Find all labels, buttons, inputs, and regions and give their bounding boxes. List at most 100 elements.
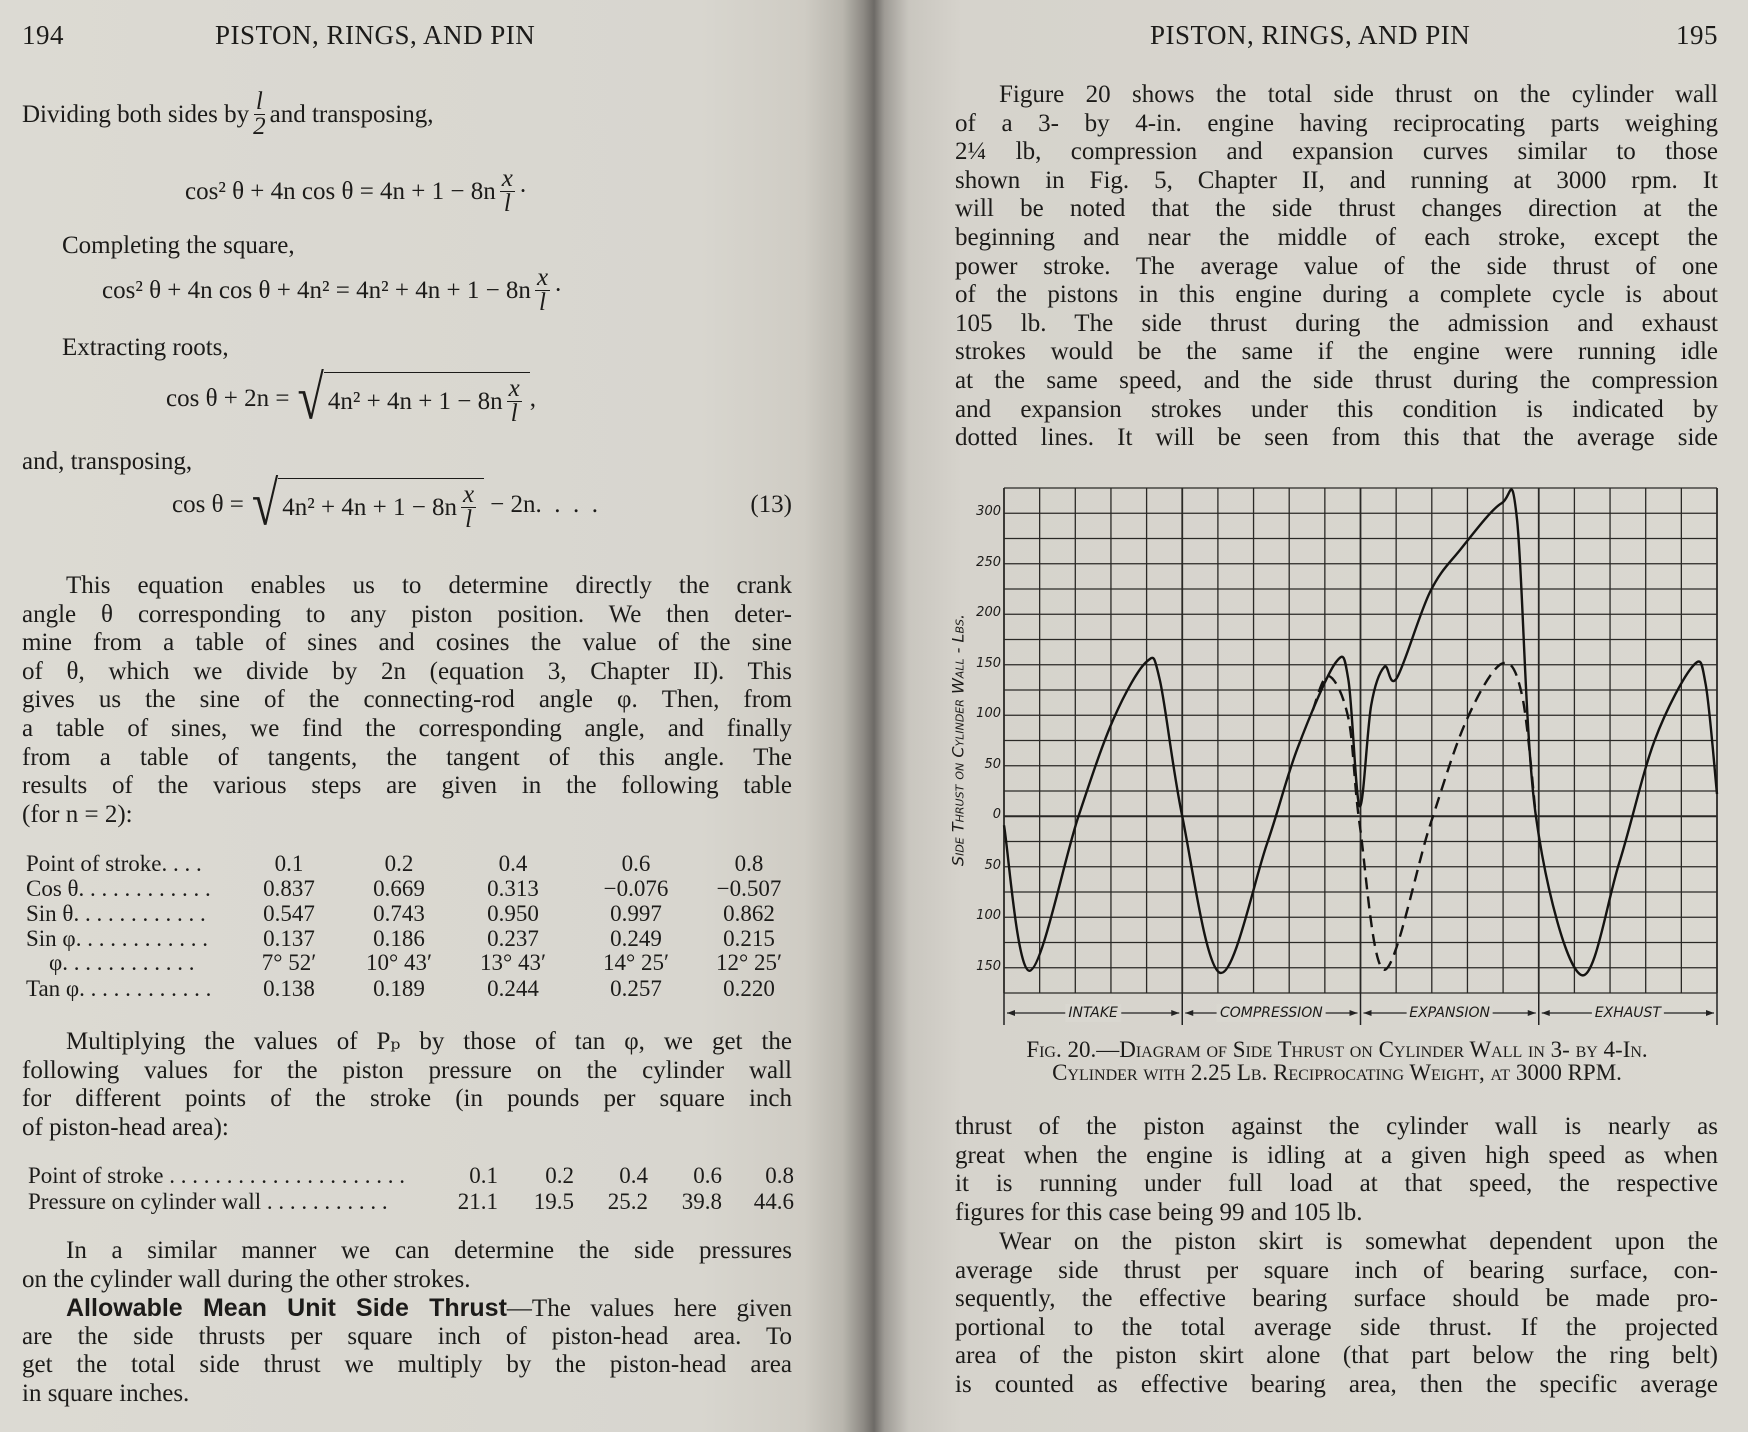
- table-cell: −0.507: [716, 876, 782, 901]
- text-line: figures for this case being 99 and 105 l…: [955, 1198, 1363, 1226]
- page-number-right: 195: [1676, 20, 1718, 50]
- table-cell: 44.6: [753, 1189, 794, 1214]
- text-line: of the pistons in this engine during a c…: [955, 281, 1718, 309]
- text-line: at the same speed, and the side thrust d…: [955, 366, 1718, 394]
- text-line: area of the piston skirt alone (that par…: [955, 1342, 1718, 1370]
- text-line: and expansion strokes under this conditi…: [955, 395, 1718, 423]
- table-row: Cos θ. . . . . . . . . . . . 0.837 0.669 0.…: [0, 876, 1748, 902]
- text-line: 2¼ lb, compression and expansion curves …: [955, 138, 1718, 166]
- table-cell: 0.4: [619, 1163, 648, 1188]
- equation-3: cos θ + 2n = √ 4n² + 4n + 1 − 8n x l ,: [166, 363, 536, 433]
- table-cell: 0.189: [373, 976, 425, 1001]
- arrowhead-icon: [1185, 1010, 1194, 1016]
- radicand-text: 4n² + 4n + 1 − 8n: [327, 387, 503, 415]
- row-label: Pressure on cylinder wall . . . . . . . …: [28, 1189, 388, 1214]
- y-axis-title: Side Thrust on Cylinder Wall - Lbs.: [948, 613, 968, 867]
- text-line: This equation enables us to determine di…: [66, 572, 792, 599]
- text-line: for different points of the stroke (in p…: [22, 1085, 792, 1113]
- stroke-label: INTAKE: [1065, 1004, 1121, 1022]
- radical-sign: √: [297, 363, 324, 433]
- figure-caption: Fig. 20.—Diagram of Side Thrust on Cylin…: [952, 1038, 1722, 1084]
- arrowhead-icon: [1007, 1010, 1015, 1016]
- text-line: mine from a table of sines and cosines t…: [22, 629, 792, 657]
- table-row: Tan φ. . . . . . . . . . . . 0.138 0.189 0.…: [0, 976, 1748, 1002]
- completing-text: Completing the square,: [62, 232, 295, 259]
- paragraph-allowable-thrust: Allowable Mean Unit Side Thrust—The valu…: [22, 1294, 792, 1408]
- text-line: on the cylinder wall during the other st…: [22, 1265, 471, 1293]
- table-row: Point of stroke. . . . 0.1 0.2 0.4 0.6 0.8: [0, 851, 1748, 877]
- y-tick-label: 50: [984, 756, 1001, 772]
- stroke-label: COMPRESSION: [1216, 1004, 1326, 1022]
- table-cell: 14° 25′: [603, 950, 669, 975]
- text-line: of a 3- by 4-in. engine having reciproca…: [955, 109, 1718, 137]
- text-line: thrust of the piston against the cylinde…: [955, 1113, 1718, 1140]
- table-cell: 0.257: [610, 976, 662, 1001]
- equation-4: cos θ = √ 4n² + 4n + 1 − 8n x l − 2n. . . …: [172, 469, 792, 539]
- equation-tail: ·: [518, 177, 528, 205]
- text-line: Figure 20 shows the total side thrust on…: [999, 81, 1718, 108]
- table-cell: 0.215: [723, 926, 775, 951]
- y-tick-label: 250: [976, 554, 1001, 570]
- table-row: Sin φ. . . . . . . . . . . . 0.137 0.186 0.…: [0, 926, 1748, 952]
- equation-lhs: cos² θ + 4n cos θ + 4n² = 4n² + 4n + 1 −…: [102, 276, 531, 304]
- arrowhead-icon: [1171, 1010, 1180, 1016]
- paragraph: Figure 20 shows the total side thrust on…: [955, 81, 1718, 453]
- radical-sign: √: [251, 469, 279, 539]
- numerator: x: [461, 481, 477, 508]
- y-tick-label: 100: [976, 908, 1001, 924]
- y-tick-label: 50: [984, 857, 1001, 873]
- text-line: angle θ corresponding to any piston posi…: [22, 600, 792, 628]
- arrowhead-icon: [1706, 1010, 1714, 1016]
- equation-tail: − 2n. . . .: [490, 491, 599, 518]
- text: Dividing both sides by: [22, 100, 250, 128]
- table-cell: 10° 43′: [366, 950, 432, 975]
- text-line: 105 lb. The side thrust during the admis…: [955, 309, 1718, 337]
- table-cell: 0.186: [373, 926, 425, 951]
- y-tick-label: 0: [992, 807, 1001, 823]
- denominator: 2: [253, 113, 266, 140]
- text-line: it is running under full load at that sp…: [955, 1170, 1718, 1198]
- equation-lhs: cos² θ + 4n cos θ = 4n + 1 − 8n: [185, 177, 496, 205]
- y-tick-label: 100: [976, 706, 1001, 722]
- equation-tail: ·: [554, 276, 563, 304]
- caption-line: Cylinder with 2.25 Lb. Reciprocating Wei…: [1052, 1060, 1622, 1085]
- text-line: strokes would be the same if the engine …: [955, 338, 1718, 366]
- table-cell: 0.862: [723, 901, 775, 926]
- table-row: Sin θ. . . . . . . . . . . . 0.547 0.743 0.…: [0, 901, 1748, 927]
- numerator: l: [253, 88, 265, 115]
- denominator: l: [539, 289, 546, 316]
- table-cell: 0.244: [487, 976, 539, 1001]
- equation-lhs: cos θ + 2n =: [166, 385, 290, 412]
- caption-line: Fig. 20.—Diagram of Side Thrust on Cylin…: [1026, 1037, 1648, 1062]
- row-label: Sin φ. . . . . . . . . . . .: [26, 926, 208, 951]
- equation-tail: ,: [529, 385, 536, 412]
- text-line: portional to the total average side thru…: [955, 1313, 1718, 1341]
- text-line: is counted as effective bearing area, th…: [955, 1370, 1718, 1398]
- table-cell: 0.837: [263, 876, 315, 901]
- text-line: In a similar manner we can determine the…: [66, 1237, 792, 1264]
- radicand-text: 4n² + 4n + 1 − 8n: [282, 493, 458, 521]
- extracting-text: Extracting roots,: [62, 334, 229, 361]
- table-row: Pressure on cylinder wall . . . . . . . …: [0, 1189, 1748, 1215]
- equation-number: (13): [750, 491, 792, 518]
- text-line: from a table of tangents, the tangent of…: [22, 743, 792, 771]
- table-cell: 0.950: [487, 901, 539, 926]
- y-tick-label: 150: [976, 655, 1001, 671]
- denominator: l: [465, 506, 473, 533]
- table-cell: −0.076: [603, 876, 669, 901]
- table-cell: 0.249: [610, 926, 662, 951]
- transposing-text: and, transposing,: [22, 448, 193, 475]
- paragraph: This equation enables us to determine di…: [22, 572, 792, 829]
- denominator: l: [503, 190, 511, 217]
- paragraph: thrust of the piston against the cylinde…: [955, 1113, 1718, 1227]
- table-cell: 0.4: [498, 851, 528, 876]
- table-cell: 0.220: [723, 976, 775, 1001]
- table-cell: 0.6: [693, 1163, 722, 1188]
- text-line: gives us the sine of the connecting-rod …: [22, 686, 792, 714]
